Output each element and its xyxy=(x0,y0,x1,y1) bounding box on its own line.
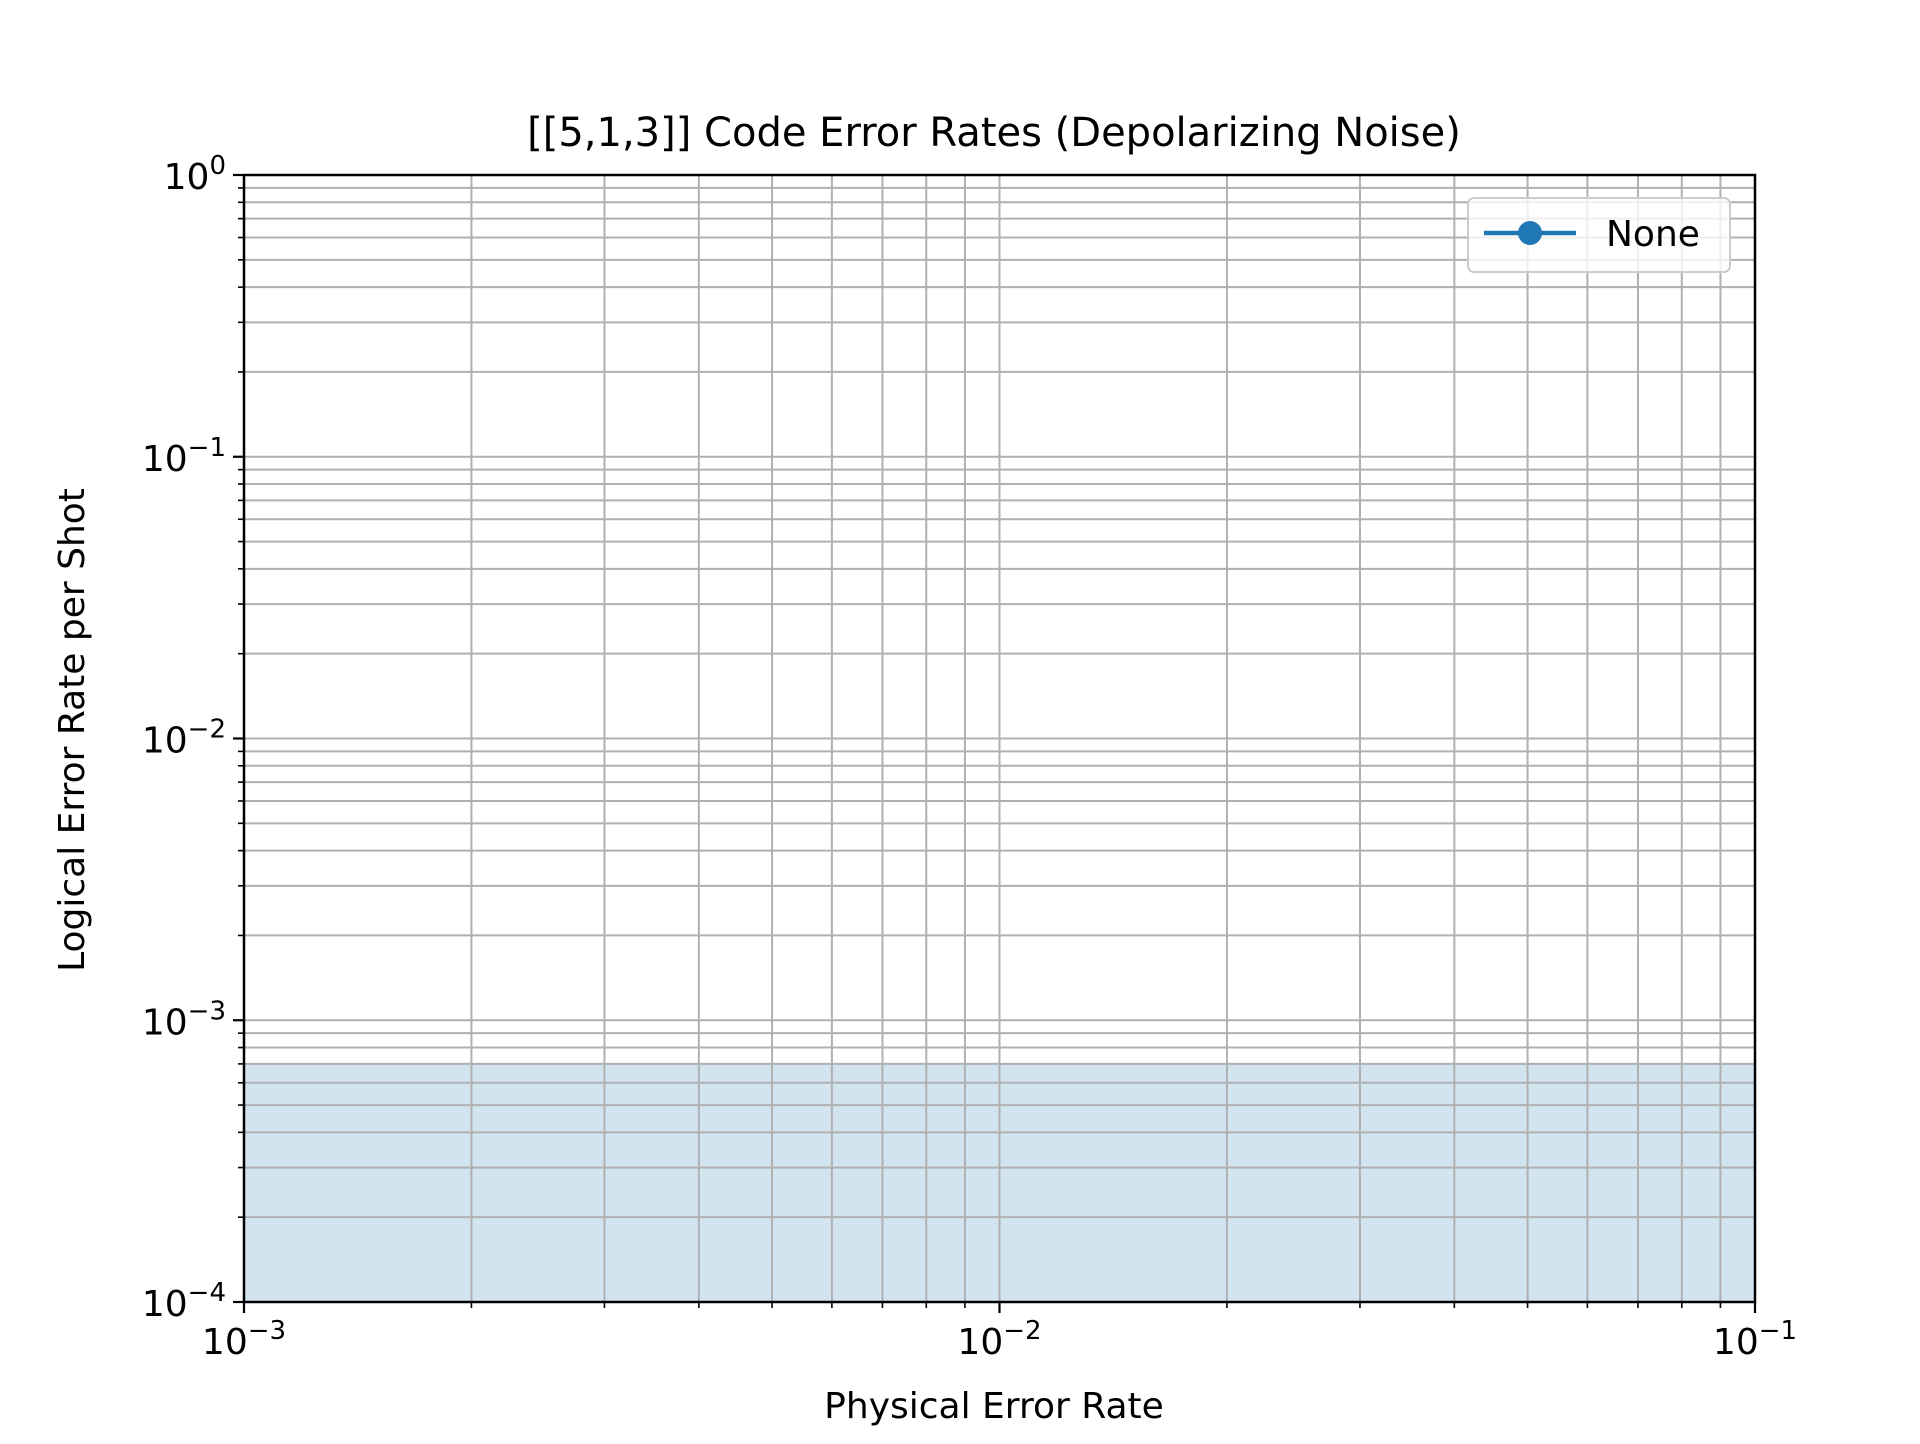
y-tick-label: 10−3 xyxy=(142,996,226,1043)
x-tick-label: 10−1 xyxy=(1713,1316,1797,1363)
legend-marker-swatch xyxy=(1518,221,1542,245)
y-tick-label: 10−1 xyxy=(142,433,226,480)
x-tick-label: 10−2 xyxy=(957,1316,1041,1363)
legend: None xyxy=(1467,197,1731,273)
chart-title: [[5,1,3]] Code Error Rates (Depolarizing… xyxy=(527,110,1461,156)
legend-box xyxy=(1467,197,1731,273)
y-tick-label: 10−4 xyxy=(142,1278,226,1325)
y-tick-label: 100 xyxy=(164,151,226,198)
y-axis-label: Logical Error Rate per Shot xyxy=(52,488,93,972)
y-tick-label: 10−2 xyxy=(142,715,226,762)
x-axis-label: Physical Error Rate xyxy=(824,1386,1164,1427)
legend-entry-label: None xyxy=(1606,214,1700,255)
x-tick-label: 10−3 xyxy=(202,1316,286,1363)
